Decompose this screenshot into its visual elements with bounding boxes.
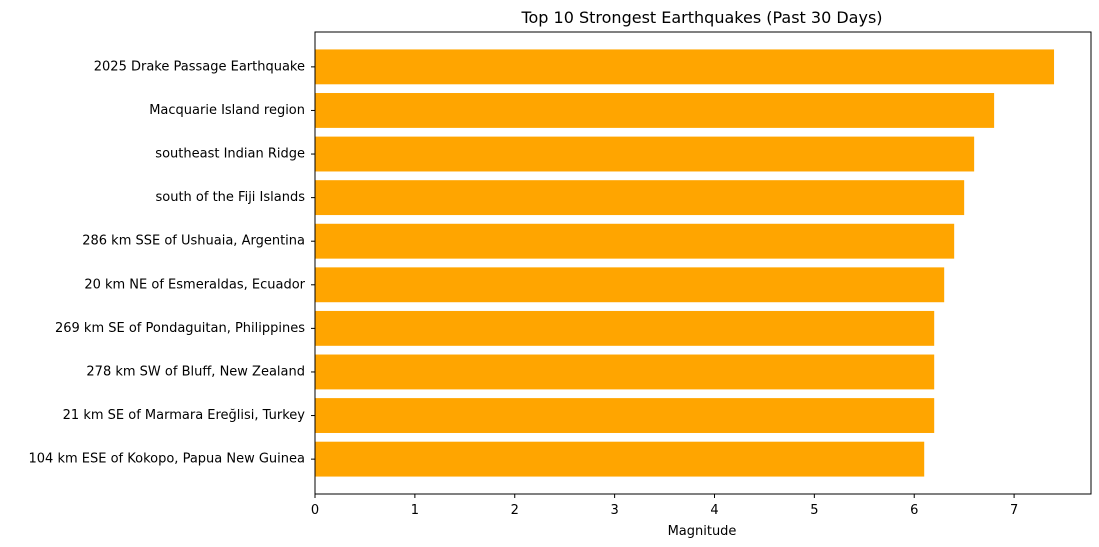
- y-tick-label: 104 km ESE of Kokopo, Papua New Guinea: [29, 452, 306, 467]
- bar: [315, 310, 935, 346]
- bar: [315, 354, 935, 390]
- plot-frame: [314, 31, 1092, 495]
- x-tick-label: 0: [311, 503, 319, 518]
- x-axis-label: Magnitude: [668, 524, 737, 539]
- x-tick-label: 7: [1010, 503, 1018, 518]
- x-tick-label: 2: [511, 503, 519, 518]
- bar: [315, 441, 925, 477]
- y-tick-label: 20 km NE of Esmeraldas, Ecuador: [84, 277, 305, 292]
- bar: [315, 267, 945, 303]
- bar: [315, 223, 955, 259]
- bar: [315, 93, 995, 128]
- y-tick-label: 2025 Drake Passage Earthquake: [94, 59, 305, 74]
- bar: [315, 180, 965, 216]
- x-tick-label: 3: [610, 503, 618, 518]
- bars-layer: [315, 49, 1055, 477]
- bar: [315, 49, 1055, 85]
- bar: [315, 136, 975, 172]
- y-tick-label: 278 km SW of Bluff, New Zealand: [86, 364, 305, 379]
- bar: [315, 398, 935, 433]
- y-axis: 2025 Drake Passage Earthquake Macquarie I…: [29, 59, 315, 467]
- y-tick-label: 21 km SE of Marmara Ereğlisi, Turkey: [63, 408, 306, 423]
- x-tick-label: 1: [411, 503, 419, 518]
- y-tick-label: southeast Indian Ridge: [155, 147, 305, 162]
- chart-title: Top 10 Strongest Earthquakes (Past 30 Da…: [520, 8, 882, 27]
- y-tick-label: south of the Fiji Islands: [155, 190, 305, 205]
- x-tick-label: 4: [710, 503, 718, 518]
- y-tick-label: 286 km SSE of Ushuaia, Argentina: [82, 234, 305, 249]
- x-axis: 0 1 2 3 4 5 6 7: [311, 494, 1018, 518]
- x-tick-label: 6: [910, 503, 918, 518]
- y-tick-label: 269 km SE of Pondaguitan, Philippines: [55, 321, 305, 336]
- x-tick-label: 5: [810, 503, 818, 518]
- y-tick-label: Macquarie Island region: [149, 103, 305, 118]
